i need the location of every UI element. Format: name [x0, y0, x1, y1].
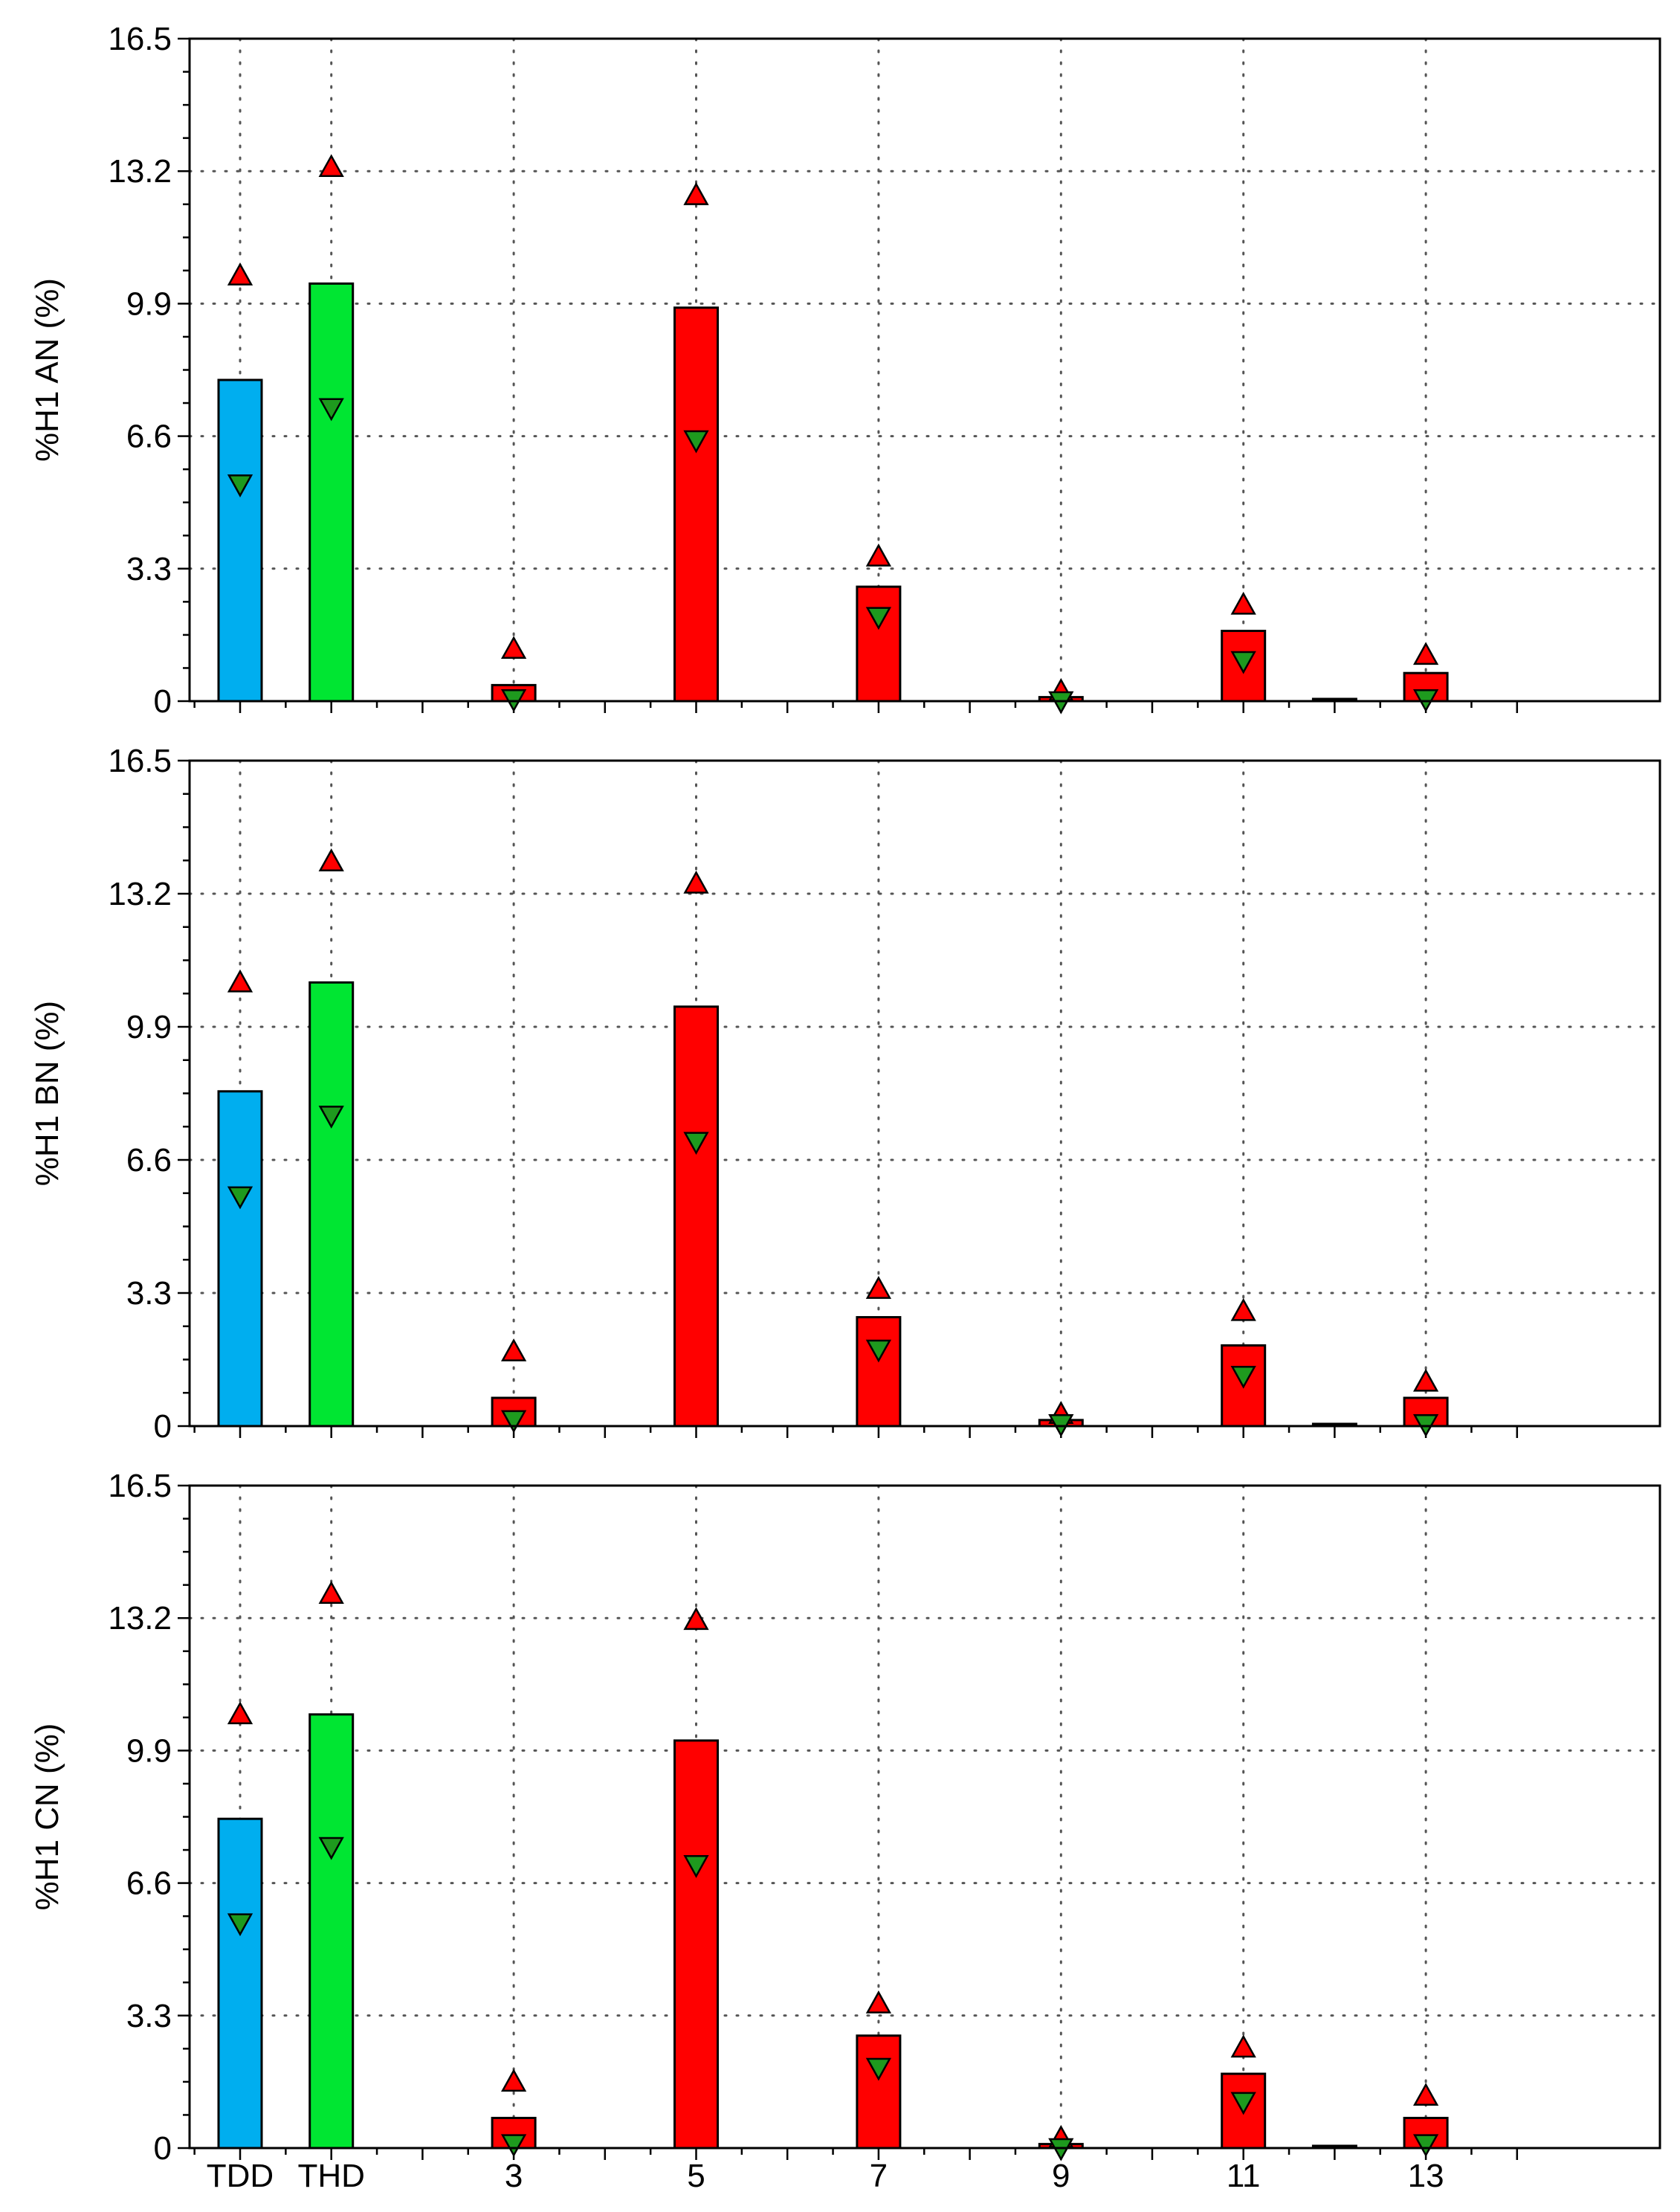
- max-marker: [227, 1701, 253, 1725]
- x-tick-label: 11: [1227, 2158, 1261, 2194]
- x-tick-label: 9: [1052, 2158, 1070, 2194]
- y-tick-label: 6.6: [126, 1866, 172, 1902]
- bar-thd: [308, 981, 355, 1428]
- max-marker: [318, 1581, 344, 1605]
- chart-panel-1: 0 3.3 6.6 9.9 13.2 16.5 %H1 AN (%): [29, 21, 1661, 720]
- max-marker: [1412, 642, 1439, 665]
- plot-frame: [188, 1484, 1661, 2150]
- y-tick-label: 0: [154, 683, 172, 720]
- max-marker: [683, 870, 709, 894]
- max-marker: [318, 848, 344, 871]
- max-marker: [683, 1607, 709, 1631]
- max-marker: [1230, 2034, 1256, 2058]
- min-marker: [865, 1339, 892, 1363]
- bar-tdd: [217, 1817, 263, 2150]
- min-marker: [683, 1855, 709, 1878]
- y-tick-label: 9.9: [126, 1732, 172, 1769]
- y-tick-label: 16.5: [108, 1468, 172, 1504]
- max-marker: [500, 1338, 527, 1361]
- min-marker: [227, 474, 253, 497]
- y-tick-label: 13.2: [108, 1600, 172, 1637]
- x-tick-label: 3: [505, 2158, 523, 2194]
- plot-frame: [188, 759, 1661, 1428]
- max-marker: [865, 1276, 892, 1299]
- y-tick-label: 9.9: [126, 1009, 172, 1045]
- x-tick-label: 7: [870, 2158, 888, 2194]
- y-axis-label: %H1 CN (%): [29, 1724, 65, 1911]
- min-marker: [318, 1837, 344, 1860]
- min-marker: [227, 1186, 253, 1210]
- max-marker: [227, 262, 253, 286]
- min-marker: [683, 430, 709, 454]
- min-marker: [1230, 651, 1256, 674]
- bar-tdd: [217, 378, 263, 703]
- min-marker: [318, 1106, 344, 1129]
- min-marker: [683, 1132, 709, 1155]
- x-tick-label: 5: [687, 2158, 705, 2194]
- min-marker: [227, 1913, 253, 1937]
- max-marker: [1412, 2083, 1439, 2106]
- y-tick-label: 9.9: [126, 286, 172, 322]
- min-marker: [865, 607, 892, 631]
- bar-h5: [673, 1739, 719, 2150]
- bar-h7: [856, 1316, 902, 1428]
- max-marker: [500, 636, 527, 660]
- y-axis-label: %H1 BN (%): [29, 1001, 65, 1186]
- max-marker: [1230, 591, 1256, 615]
- min-marker: [1230, 2092, 1256, 2115]
- max-marker: [500, 2068, 527, 2092]
- x-tick-label: 13: [1408, 2158, 1444, 2194]
- min-marker: [865, 2057, 892, 2081]
- bar-h5: [673, 1005, 719, 1428]
- min-marker: [500, 2134, 527, 2158]
- max-marker: [683, 182, 709, 205]
- bar-h5: [673, 306, 719, 703]
- min-marker: [318, 398, 344, 422]
- max-marker: [1230, 1297, 1256, 1321]
- y-tick-label: 13.2: [108, 153, 172, 190]
- max-marker: [227, 969, 253, 993]
- y-axis-label: %H1 AN (%): [29, 278, 65, 462]
- y-tick-label: 3.3: [126, 1275, 172, 1312]
- y-tick-label: 6.6: [126, 419, 172, 455]
- y-tick-label: 16.5: [108, 743, 172, 779]
- min-marker: [1230, 1365, 1256, 1389]
- plot-frame: [188, 37, 1661, 703]
- y-tick-label: 0: [154, 2130, 172, 2167]
- y-tick-label: 16.5: [108, 21, 172, 57]
- y-tick-label: 13.2: [108, 876, 172, 912]
- bar-thd: [308, 282, 355, 703]
- y-tick-label: 3.3: [126, 1998, 172, 2034]
- max-marker: [865, 1990, 892, 2013]
- bar-h7: [856, 2034, 902, 2150]
- bar-thd: [308, 1713, 355, 2150]
- y-tick-label: 3.3: [126, 551, 172, 587]
- x-tick-label: THD: [297, 2158, 364, 2194]
- bar-h7: [856, 585, 902, 703]
- chart-panel-3: 0 3.3 6.6 9.9 13.2 16.5 %H1 CN (%) TDD THD 3 5 7 9 11…: [29, 1468, 1661, 2194]
- min-marker: [500, 1410, 527, 1434]
- max-marker: [318, 154, 344, 178]
- min-marker: [1412, 2134, 1439, 2158]
- x-tick-label: TDD: [207, 2158, 274, 2194]
- y-tick-label: 6.6: [126, 1142, 172, 1178]
- bar-tdd: [217, 1090, 263, 1428]
- max-marker: [1412, 1368, 1439, 1392]
- max-marker: [865, 544, 892, 567]
- chart-panel-2: 0 3.3 6.6 9.9 13.2 16.5 %H1 BN (%): [29, 743, 1661, 1445]
- y-tick-label: 0: [154, 1408, 172, 1445]
